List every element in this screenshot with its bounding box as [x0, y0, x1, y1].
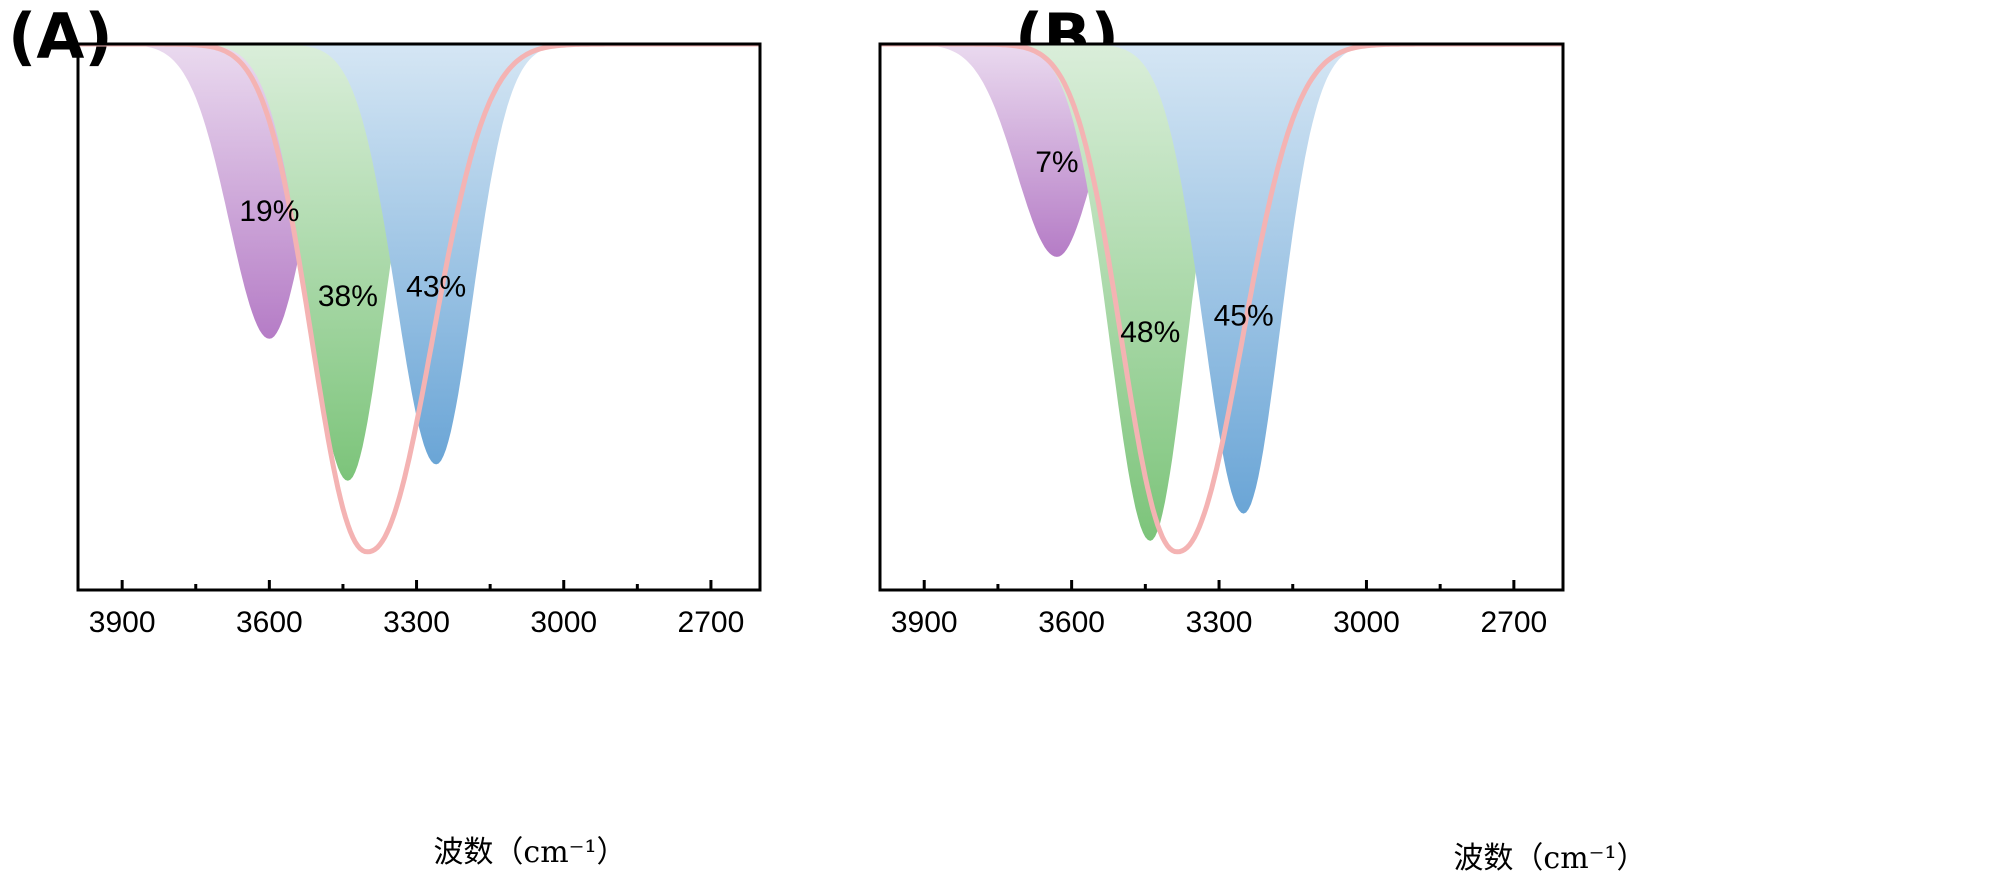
panel-a-x-axis-title: 波数（cm⁻¹）	[433, 835, 626, 870]
x-tick-label: 3000	[1333, 606, 1400, 639]
component-3-share-label: 43%	[406, 270, 466, 303]
panel-b-x-axis-title: 波数（cm⁻¹）	[1453, 841, 1646, 876]
component-1-share-label: 7%	[1035, 146, 1078, 179]
component-2-share-label: 38%	[318, 280, 378, 313]
panel-a: (A) 3900 3600 3300 3000 2700 19% 38% 43% 波数（cm⁻…	[8, 0, 762, 870]
component-area-3	[880, 44, 1563, 514]
component-area-3	[78, 44, 760, 465]
panel-a-label: (A)	[8, 0, 113, 73]
panel-b-plot: 3900 3600 3300 3000 2700 7% 48% 45%	[878, 42, 1565, 639]
component-1-share-label: 19%	[239, 195, 299, 228]
x-tick-label: 3600	[1038, 606, 1105, 639]
component-area-1	[880, 44, 1563, 257]
plot-frame	[878, 42, 1565, 592]
x-tick-label: 3300	[1186, 606, 1253, 639]
x-tick-label: 2700	[678, 606, 745, 639]
x-tick-label: 3000	[530, 606, 597, 639]
component-2-share-label: 48%	[1120, 316, 1180, 349]
x-tick-label: 3900	[89, 606, 156, 639]
plot-frame	[76, 42, 762, 592]
panel-a-plot: 3900 3600 3300 3000 2700 19% 38% 43%	[76, 42, 762, 639]
x-tick-label: 3900	[891, 606, 958, 639]
x-tick-label: 3300	[383, 606, 450, 639]
x-tick-label: 3600	[236, 606, 303, 639]
component-3-share-label: 45%	[1214, 300, 1274, 333]
x-tick-label: 2700	[1480, 606, 1547, 639]
component-area-1	[78, 44, 760, 339]
